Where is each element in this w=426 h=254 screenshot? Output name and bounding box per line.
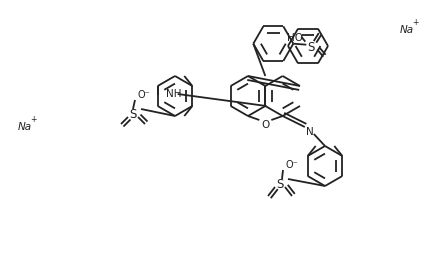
Text: N: N (305, 126, 313, 136)
Text: +: + (30, 114, 36, 123)
Text: O⁻: O⁻ (138, 90, 150, 100)
Text: O⁻: O⁻ (285, 159, 298, 169)
Text: Na: Na (18, 121, 32, 132)
Text: O: O (261, 120, 269, 130)
Text: S: S (129, 108, 136, 121)
Text: NH: NH (165, 89, 181, 99)
Text: Na: Na (399, 25, 413, 35)
Text: S: S (276, 178, 283, 191)
Text: +: + (411, 18, 417, 26)
Text: HO: HO (287, 33, 302, 42)
Text: S: S (307, 41, 314, 54)
